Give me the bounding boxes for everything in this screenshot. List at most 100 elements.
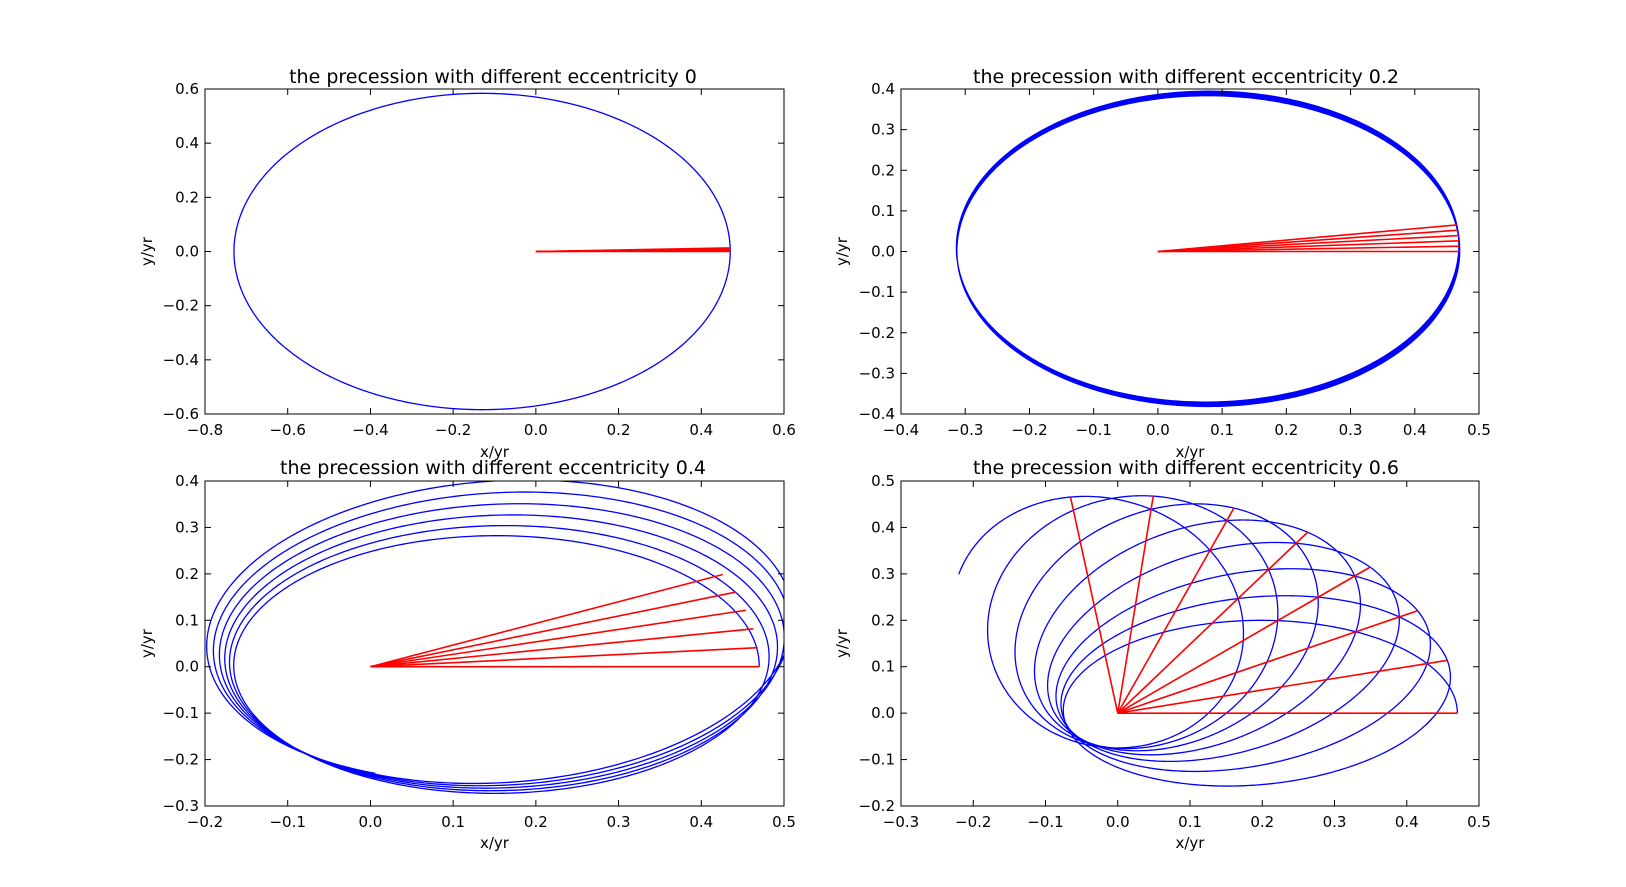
x-tick-label: −0.4 (352, 421, 388, 439)
subplot-title: the precession with different eccentrici… (280, 457, 706, 479)
perihelion-line-5 (1117, 507, 1235, 714)
plot-area (958, 495, 1458, 787)
perihelion-line-2 (1157, 240, 1460, 253)
perihelion-line-1 (370, 646, 758, 668)
x-tick-label: −0.8 (187, 421, 223, 439)
perihelion-line-4 (1157, 229, 1458, 253)
y-tick-label: −0.1 (859, 283, 895, 301)
x-tick-label: 0.2 (1250, 813, 1274, 831)
x-tick-label: 0.2 (1274, 421, 1298, 439)
perihelion-line-5 (1157, 224, 1457, 253)
x-tick-label: 0.0 (1146, 421, 1170, 439)
y-tick-label: 0.1 (175, 611, 199, 629)
y-tick-label: 0.1 (871, 658, 895, 676)
perihelion-line-2 (1117, 609, 1418, 714)
x-tick-label: −0.1 (269, 813, 305, 831)
orbit-series (206, 481, 784, 794)
x-tick-label: 0.0 (524, 421, 548, 439)
subplot-e0: the precession with different eccentrici… (138, 66, 796, 461)
y-tick-label: 0.3 (175, 518, 199, 536)
y-tick-label: −0.2 (859, 797, 895, 815)
perihelion-line-3 (1117, 566, 1371, 714)
x-tick-label: −0.1 (1027, 813, 1063, 831)
y-tick-label: −0.4 (163, 351, 199, 369)
subplot-title: the precession with different eccentrici… (973, 66, 1399, 88)
x-tick-label: 0.2 (607, 421, 631, 439)
y-tick-label: 0.2 (175, 565, 199, 583)
x-tick-label: −0.2 (1011, 421, 1047, 439)
x-tick-label: −0.4 (883, 421, 919, 439)
x-axis-label: x/yr (480, 443, 510, 461)
y-tick-label: 0.2 (175, 188, 199, 206)
x-tick-label: −0.1 (1075, 421, 1111, 439)
perihelion-line-7 (1069, 496, 1119, 714)
y-tick-label: −0.2 (163, 751, 199, 769)
y-tick-label: 0.1 (871, 202, 895, 220)
x-tick-label: 0.4 (689, 421, 713, 439)
perihelion-line-4 (1117, 531, 1309, 714)
y-axis-label: y/yr (833, 236, 851, 266)
y-tick-label: −0.3 (859, 364, 895, 382)
orbit-series (233, 92, 731, 411)
x-tick-label: 0.6 (772, 421, 796, 439)
x-tick-label: −0.2 (187, 813, 223, 831)
y-tick-label: 0.4 (871, 518, 895, 536)
plot-area (206, 481, 784, 794)
x-tick-label: 0.3 (1339, 421, 1363, 439)
perihelion-line-1 (1117, 659, 1448, 714)
y-axis-label: y/yr (833, 628, 851, 658)
x-tick-label: 0.1 (441, 813, 465, 831)
y-tick-label: 0.6 (175, 80, 199, 98)
tick-layer: −0.3 −0.2 −0.1 0.0 0.1 0.2 0.3 0.4 0.5−0.2−0.10.… (859, 472, 1491, 831)
x-tick-label: 0.5 (1467, 421, 1491, 439)
y-tick-label: −0.1 (163, 704, 199, 722)
y-tick-label: 0.3 (871, 565, 895, 583)
y-axis-label: y/yr (138, 236, 156, 266)
perihelion-line-4 (535, 247, 731, 253)
x-axis-label: x/yr (1176, 834, 1206, 852)
perihelion-line-3 (1157, 234, 1459, 253)
x-tick-label: 0.3 (1323, 813, 1347, 831)
plot-area (955, 90, 1461, 408)
x-tick-label: 0.4 (1403, 421, 1427, 439)
x-tick-label: −0.3 (883, 813, 919, 831)
y-tick-label: 0.2 (871, 611, 895, 629)
y-tick-label: −0.2 (859, 324, 895, 342)
y-tick-label: −0.6 (163, 405, 199, 423)
x-tick-label: 0.0 (358, 813, 382, 831)
x-tick-label: 0.3 (607, 813, 631, 831)
subplot-e0.6: the precession with different eccentrici… (833, 457, 1491, 852)
y-tick-label: 0.3 (871, 121, 895, 139)
x-tick-label: 0.5 (1467, 813, 1491, 831)
x-tick-label: 0.5 (772, 813, 796, 831)
y-tick-label: −0.4 (859, 405, 895, 423)
x-tick-label: 0.2 (524, 813, 548, 831)
axes-frame (900, 88, 1480, 415)
x-tick-label: −0.2 (435, 421, 471, 439)
y-tick-label: −0.2 (163, 297, 199, 315)
perihelion-line-1 (1157, 245, 1460, 253)
axes-frame (900, 480, 1480, 807)
orbit-series (958, 495, 1458, 787)
y-tick-label: 0.2 (871, 161, 895, 179)
subplot-e0.2: the precession with different eccentrici… (833, 66, 1491, 461)
x-tick-label: 0.0 (1106, 813, 1130, 831)
tick-layer: −0.8 −0.6 −0.4 −0.2 0.0 0.2 0.4 0.6−0.6−0.4−0.2… (163, 80, 796, 439)
x-tick-label: 0.4 (1395, 813, 1419, 831)
x-tick-label: 0.1 (1178, 813, 1202, 831)
tick-layer: −0.2 −0.1 0.0 0.1 0.2 0.3 0.4 0.5−0.3−0.2−0.10.… (163, 472, 796, 831)
y-tick-label: −0.3 (163, 797, 199, 815)
axes-frame (204, 480, 785, 807)
perihelion-line-5 (370, 573, 723, 668)
perihelion-line-3 (370, 609, 747, 668)
y-axis-label: y/yr (138, 628, 156, 658)
y-tick-label: 0.5 (871, 472, 895, 490)
x-axis-label: x/yr (480, 834, 510, 852)
y-tick-label: 0.0 (871, 704, 895, 722)
x-tick-label: −0.3 (947, 421, 983, 439)
tick-layer: −0.4 −0.3 −0.2 −0.1 0.0 0.1 0.2 0.3 0.4 0.5 −0.4 −0… (859, 80, 1491, 439)
y-tick-label: 0.4 (871, 80, 895, 98)
subplot-title: the precession with different eccentrici… (973, 457, 1399, 479)
